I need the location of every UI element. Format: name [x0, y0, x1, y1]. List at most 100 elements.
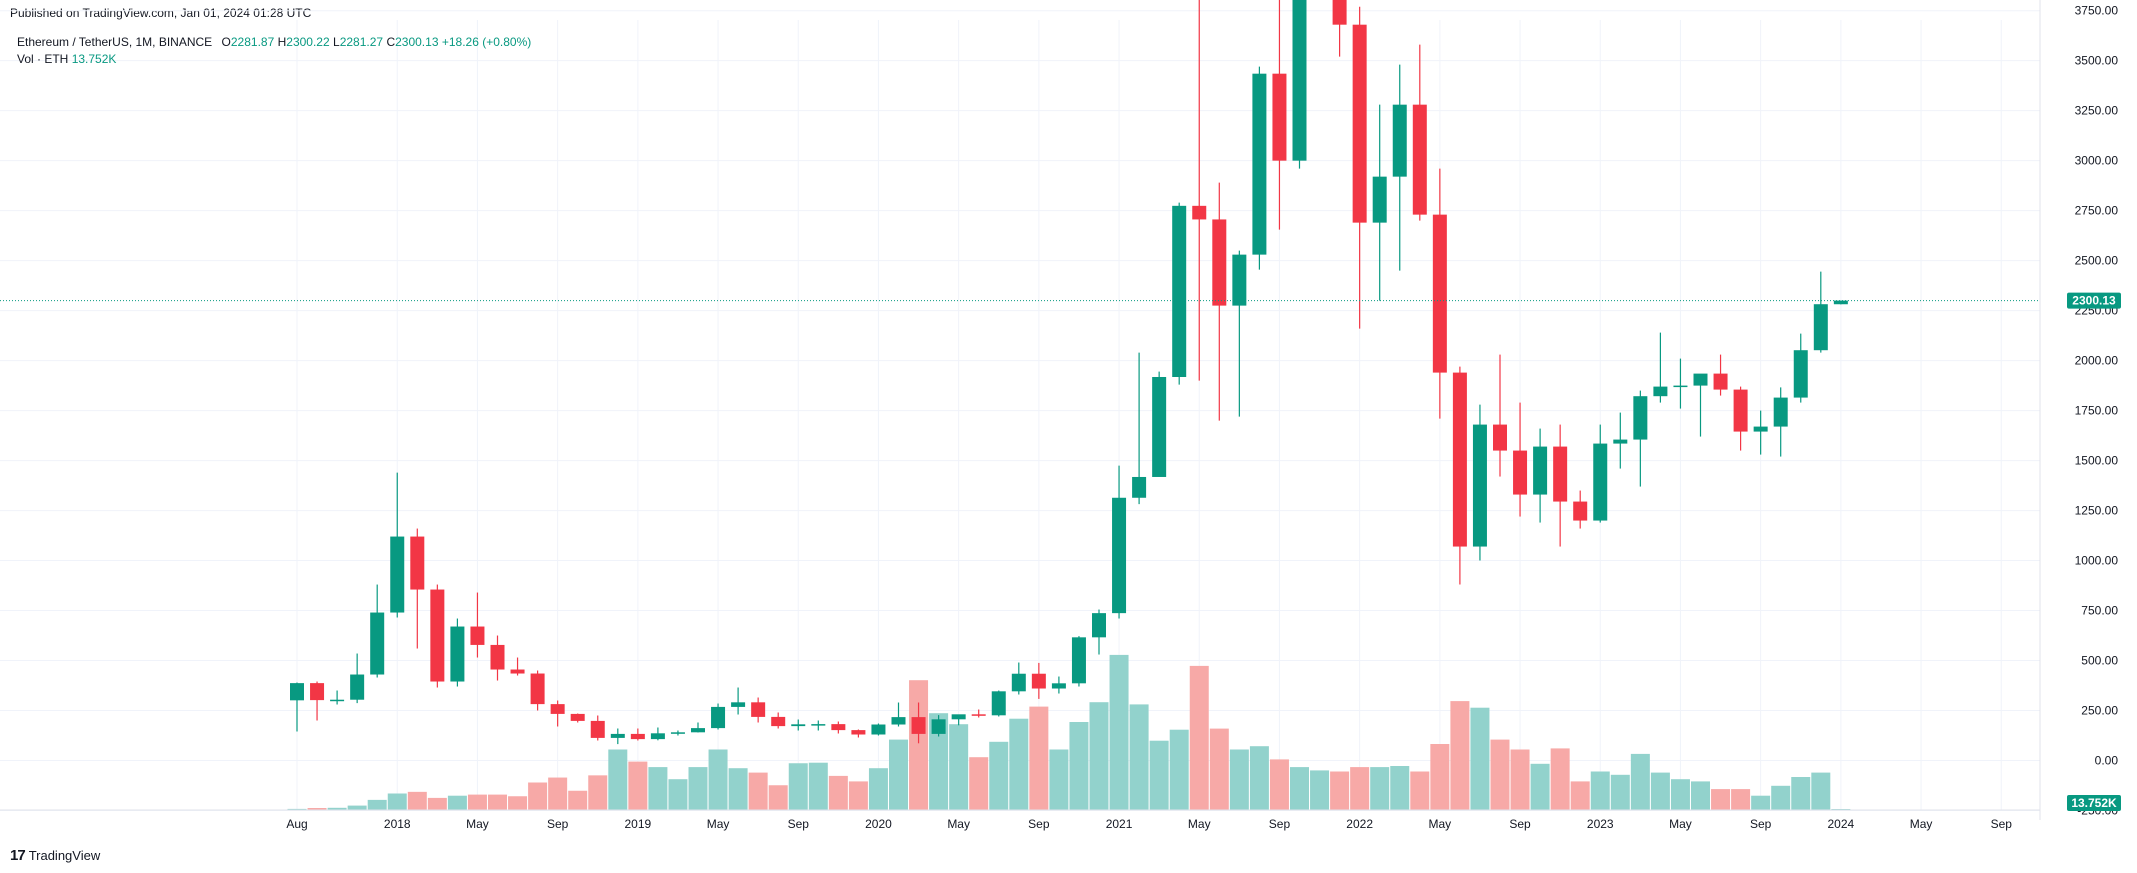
candle-body	[751, 702, 766, 717]
volume-bar	[1109, 654, 1129, 810]
candle-body	[791, 724, 806, 727]
volume-bar	[748, 772, 768, 810]
candle-body	[1633, 396, 1648, 440]
candle-body	[350, 674, 365, 700]
volume-label[interactable]: Vol · ETH	[17, 52, 69, 66]
low-value: 2281.27	[339, 35, 384, 49]
volume-bar	[548, 777, 568, 810]
open-value: 2281.87	[230, 35, 275, 49]
footer-brand[interactable]: TradingView	[28, 848, 101, 863]
symbol-label[interactable]: Ethereum / TetherUS, 1M, BINANCE	[17, 35, 213, 49]
volume-bar	[1009, 718, 1029, 810]
volume-bar	[588, 775, 608, 810]
volume-bar	[1069, 722, 1089, 810]
volume-bar	[608, 749, 628, 810]
volume-bar	[1771, 785, 1791, 810]
candle-body	[1773, 397, 1788, 427]
footer: 17 TradingView	[10, 847, 100, 864]
volume-bar	[1370, 767, 1390, 810]
time-axis[interactable]: Aug 2018 May Sep 2019 May Sep 2020 May Sep 2021 May…	[0, 809, 2040, 831]
candle-body	[1051, 683, 1066, 689]
candle-body	[951, 714, 966, 720]
volume-bar	[508, 796, 528, 810]
volume-bars	[287, 654, 1851, 810]
chart-grid	[0, 10, 2040, 811]
y-tick-label: 3500.00	[2075, 54, 2119, 68]
y-tick-label: 750.00	[2081, 604, 2118, 618]
volume-bar	[1811, 772, 1831, 810]
candle-body	[1553, 446, 1568, 502]
candle-body	[1292, 0, 1307, 161]
candle-body	[390, 536, 405, 613]
volume-bar	[427, 797, 447, 810]
candle-body	[731, 702, 746, 707]
volume-bar	[1290, 767, 1309, 810]
x-tick-label: May	[1429, 817, 1452, 831]
x-tick-label: May	[466, 817, 489, 831]
x-tick-label: 2018	[384, 817, 411, 831]
volume-badge-label: 13.752K	[2071, 796, 2117, 810]
candle-body	[370, 612, 385, 675]
y-tick-label: 3750.00	[2075, 4, 2119, 18]
volume-bar	[929, 713, 949, 810]
volume-bar	[528, 782, 548, 810]
candle-body	[1573, 501, 1588, 521]
volume-bar	[407, 791, 427, 810]
volume-bar	[1049, 749, 1069, 810]
candle-body	[510, 669, 525, 674]
volume-bar	[708, 749, 728, 810]
candle-body	[1432, 214, 1447, 373]
candle-body	[771, 716, 786, 727]
candle-body	[330, 699, 345, 702]
high-label: H	[277, 35, 287, 49]
high-value: 2300.22	[286, 35, 330, 49]
candle-body	[1252, 73, 1267, 255]
x-tick-label: 2023	[1587, 817, 1614, 831]
volume-bar	[447, 795, 467, 810]
volume-bar	[347, 805, 367, 810]
change-value: +18.26 (+0.80%)	[441, 35, 532, 49]
candle-body	[1813, 304, 1828, 351]
volume-bar	[1570, 781, 1590, 810]
price-axis[interactable]: 5250.005000.004750.004500.004250.004000.…	[2039, 0, 2119, 820]
volume-bar	[1530, 763, 1550, 810]
volume-bar	[1691, 781, 1710, 810]
y-tick-label: 3250.00	[2075, 104, 2119, 118]
candle-body	[851, 730, 866, 735]
volume-bar	[568, 790, 588, 810]
candle-body	[1372, 176, 1387, 223]
candle-body	[1172, 205, 1187, 377]
candle-body	[1613, 439, 1628, 444]
candle-body	[410, 536, 425, 590]
x-tick-label: Aug	[286, 817, 307, 831]
candle-body	[711, 706, 726, 729]
candle-body	[450, 626, 465, 682]
candle-body	[1071, 637, 1086, 684]
volume-bar	[628, 761, 648, 810]
candle-body	[1132, 476, 1147, 498]
volume-bar	[1791, 777, 1811, 810]
close-label: C	[386, 35, 396, 49]
candle-body	[831, 724, 846, 731]
candle-body	[1452, 372, 1467, 547]
y-tick-label: 1500.00	[2075, 454, 2119, 468]
x-tick-label: May	[1188, 817, 1211, 831]
volume-bar	[1209, 728, 1229, 810]
chart-legend: Ethereum / TetherUS, 1M, BINANCE O2281.8…	[17, 34, 531, 68]
volume-bar	[768, 785, 788, 810]
candle-body	[871, 724, 886, 735]
x-tick-label: 2019	[624, 817, 651, 831]
x-tick-label: May	[1669, 817, 1692, 831]
volume-bar	[1330, 771, 1350, 810]
volume-bar	[1430, 744, 1450, 810]
x-tick-label: Sep	[547, 817, 569, 831]
volume-bar	[307, 808, 327, 810]
candle-body	[1493, 424, 1507, 451]
candle-body	[1833, 300, 1848, 305]
candle-body	[1513, 450, 1528, 495]
candle-body	[1192, 205, 1207, 220]
x-tick-label: Sep	[1028, 817, 1050, 831]
volume-bar	[1650, 772, 1670, 810]
candle-body	[670, 732, 685, 734]
